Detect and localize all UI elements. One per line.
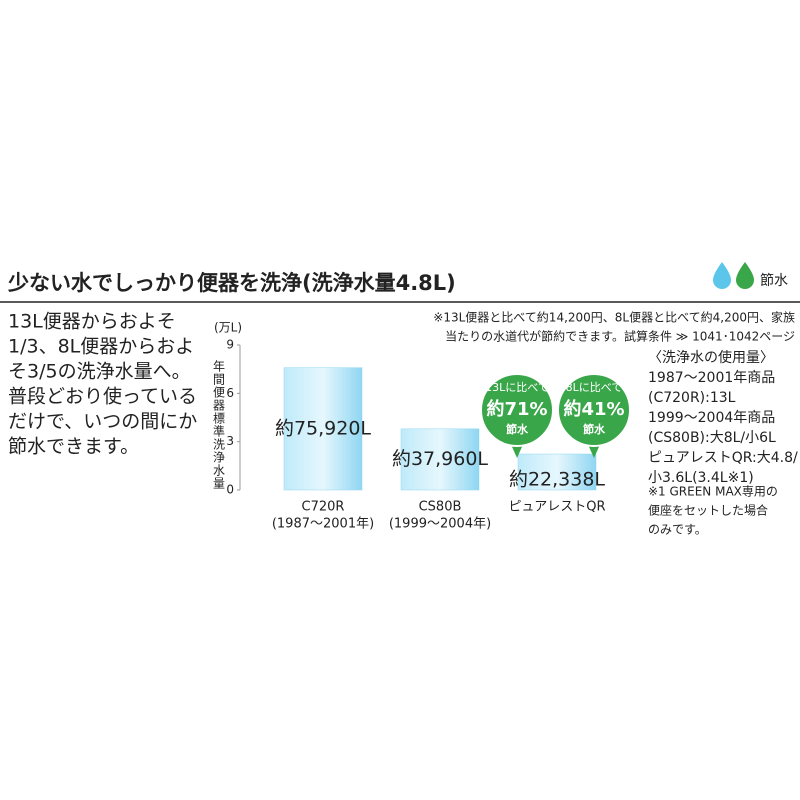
side-line: ピュアレストQR:大4.8/ — [648, 450, 798, 466]
value-label: 約37,960L — [392, 448, 488, 470]
bar — [517, 453, 597, 491]
title: 少ない水でしっかり便器を洗浄(洗浄水量4.8L) — [7, 271, 456, 295]
side-line: (CS80B):大8L/小6L — [648, 430, 776, 446]
drop-icon — [736, 262, 754, 289]
x-sublabel: (1987〜2001年) — [272, 517, 374, 532]
callout-text: 約71% — [486, 398, 547, 420]
intro-line: 節水できます。 — [8, 436, 139, 458]
y-axis-title: 年間便器標準洗浄水量 — [212, 360, 226, 490]
y-tick-label: 3 — [226, 434, 234, 448]
callout — [480, 373, 554, 447]
note-line: ※13L便器と比べて約14,200円、8L便器と比べて約4,200円、家族 — [433, 310, 795, 325]
intro-line: 1/3、8L便器からおよ — [8, 336, 194, 358]
side-line: 1999〜2004年商品 — [648, 410, 775, 426]
side-line: (C720R):13L — [648, 390, 736, 406]
y-tick-label: 0 — [226, 483, 234, 497]
side-line: 1987〜2001年商品 — [648, 370, 775, 386]
intro-line: 13L便器からおよそ — [8, 311, 176, 333]
value-label: 約22,338L — [509, 469, 605, 491]
callout — [557, 373, 631, 447]
footnote-line: のみです。 — [648, 523, 707, 537]
bar — [283, 367, 363, 491]
footnote-line: ※1 GREEN MAX専用の — [648, 485, 778, 499]
footnote-line: 便座をセットした場合 — [648, 503, 768, 518]
callout-text: 節水 — [506, 422, 529, 436]
content: 13L便器からおよそ 1/3、8L便器からおよそ3/5の洗浄水量へ。普段どおり使っ… — [8, 310, 798, 537]
note-line: 当たりの水道代が節約できます。試算条件 ≫ 1041･1042ページ — [445, 329, 795, 344]
value-label: 約75,920L — [275, 417, 371, 439]
y-unit: (万L) — [214, 321, 242, 335]
x-tick-label: ピュアレストQR — [508, 500, 605, 515]
drop-icon — [713, 262, 731, 289]
y-tick-label: 9 — [226, 338, 234, 352]
side-line: 〈洗浄水の使用量〉 — [648, 349, 774, 366]
badge: 節水 — [760, 272, 788, 289]
intro-line: 普段どおり使っている — [8, 386, 197, 408]
intro-line: そ3/5の洗浄水量へ。 — [8, 361, 191, 383]
y-tick-label: 6 — [226, 386, 234, 400]
callout-text: 約41% — [563, 398, 624, 420]
callout-text: 節水 — [583, 422, 606, 436]
callout-text: 13Lに比べて — [485, 381, 549, 394]
x-tick-label: C720R — [302, 500, 345, 515]
callout-text: 8Lに比べて — [566, 381, 623, 394]
side-line: 小3.6L(3.4L※1) — [648, 470, 754, 486]
x-sublabel: (1999〜2004年) — [389, 517, 491, 532]
intro-line: だけで、いつの間にか — [8, 411, 197, 433]
bar — [400, 428, 480, 491]
x-tick-label: CS80B — [419, 500, 462, 515]
